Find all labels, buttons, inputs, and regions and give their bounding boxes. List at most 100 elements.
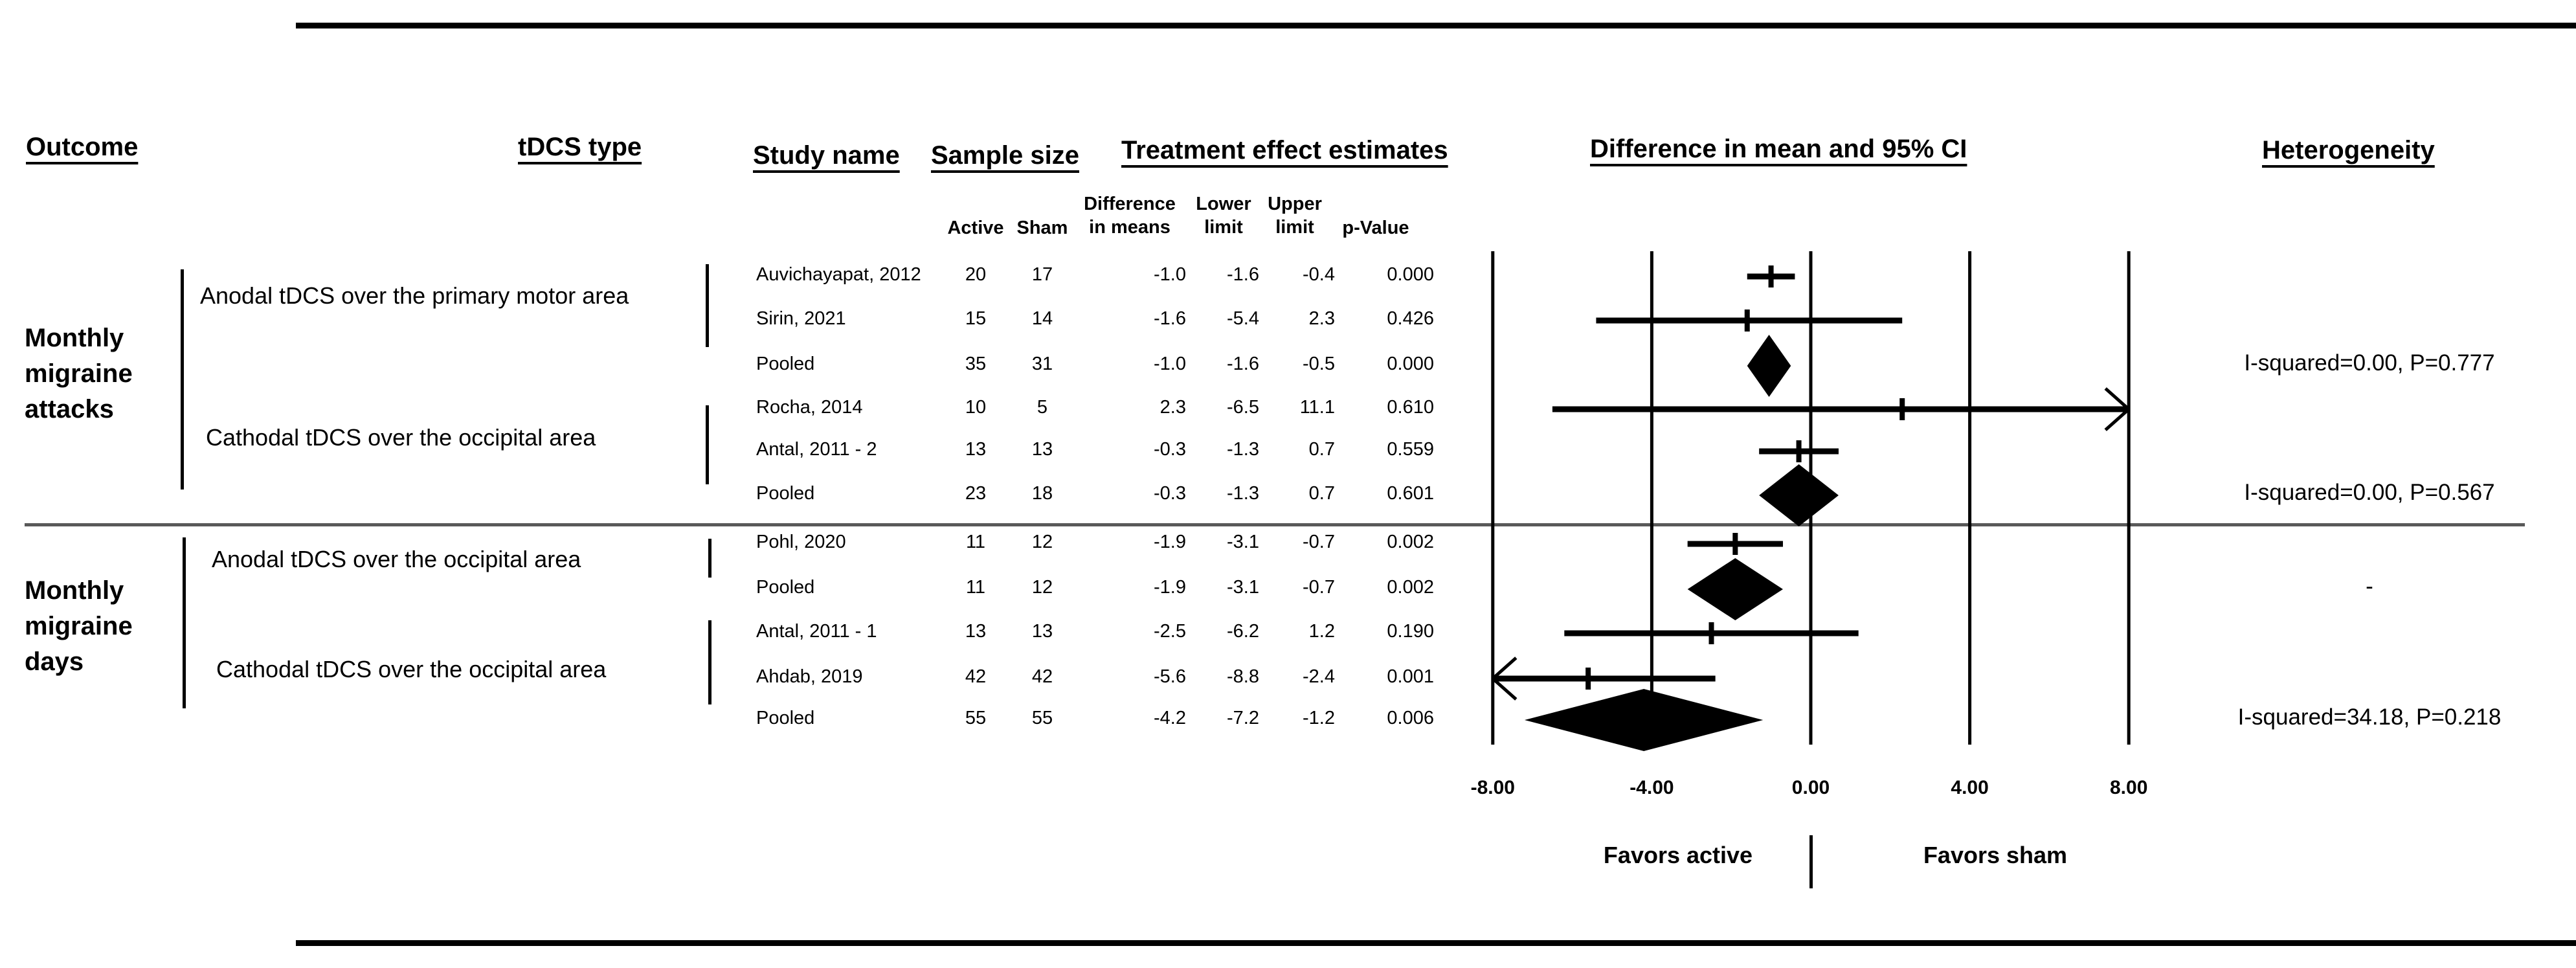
- table-cell-upper: -1.2: [1303, 708, 1335, 728]
- table-cell-lower: -8.8: [1227, 666, 1259, 687]
- group1-left-separator: [181, 269, 184, 490]
- table-cell-upper: 2.3: [1308, 308, 1335, 329]
- table-cell-sham: 12: [1031, 532, 1053, 552]
- table-cell-active: 10: [965, 397, 987, 418]
- forest-left-arrow-icon: [1492, 657, 1518, 680]
- subheader-pvalue: p-Value: [1342, 218, 1409, 238]
- table-cell-upper: 1.2: [1308, 621, 1335, 642]
- heterogeneity-note: I-squared=0.00, P=0.777: [2244, 350, 2495, 376]
- table-cell-lower: -3.1: [1227, 577, 1259, 598]
- table-cell-p: 0.601: [1387, 483, 1434, 504]
- tdcs-label-cathodal-occipital-2: Cathodal tDCS over the occipital area: [216, 656, 607, 682]
- table-cell-p: 0.002: [1387, 532, 1434, 552]
- table-cell-diff: 2.3: [1159, 397, 1186, 418]
- forest-mean-tick: [1708, 622, 1714, 644]
- outcome-days-line1: Monthly: [25, 576, 124, 605]
- table-cell-active: 20: [965, 264, 987, 285]
- table-cell-lower: -1.3: [1227, 439, 1259, 460]
- forest-plot: [1491, 251, 2131, 751]
- forest-pooled-diamond: [1524, 689, 1764, 751]
- table-cell-diff: -1.9: [1154, 577, 1186, 598]
- table-cell-study: Rocha, 2014: [756, 397, 863, 418]
- table-cell-sham: 12: [1031, 577, 1053, 598]
- outcome-attacks-line1: Monthly: [25, 324, 124, 352]
- table-cell-diff: -1.9: [1154, 532, 1186, 552]
- header-heterogeneity: Heterogeneity: [2262, 136, 2435, 164]
- axis-tick-label: 8.00: [2109, 777, 2148, 798]
- subheader-lower-line2: limit: [1204, 217, 1243, 238]
- group2-right-separator-b: [708, 620, 711, 704]
- table-cell-diff: -1.0: [1154, 354, 1186, 374]
- table-cell-study: Antal, 2011 - 1: [756, 621, 877, 642]
- group1-right-separator-a: [706, 264, 709, 347]
- table-cell-study: Pooled: [756, 354, 815, 374]
- axis-tick-label: 0.00: [1791, 777, 1830, 798]
- table-cell-active: 11: [965, 532, 986, 552]
- table-cell-diff: -1.0: [1154, 264, 1186, 285]
- table-cell-lower: -6.2: [1227, 621, 1259, 642]
- forest-right-arrow-icon: [2104, 387, 2130, 411]
- table-cell-sham: 18: [1031, 483, 1053, 504]
- table-cell-lower: -1.6: [1227, 354, 1259, 374]
- subheader-upper-line1: Upper: [1268, 194, 1322, 214]
- table-cell-p: 0.559: [1387, 439, 1434, 460]
- axis-tick-label: -8.00: [1470, 777, 1515, 798]
- table-cell-active: 13: [965, 621, 987, 642]
- bottom-border-rule: [296, 940, 2576, 946]
- table-cell-study: Antal, 2011 - 2: [756, 439, 877, 460]
- outcome-divider-line: [25, 523, 2525, 526]
- table-cell-study: Pohl, 2020: [756, 532, 846, 552]
- table-cell-upper: -0.7: [1303, 532, 1335, 552]
- table-cell-upper: 0.7: [1308, 439, 1335, 460]
- subheader-difference-line1: Difference: [1084, 194, 1176, 214]
- table-cell-sham: 42: [1031, 666, 1053, 687]
- forest-pooled-diamond: [1747, 335, 1791, 397]
- table-cell-active: 15: [965, 308, 987, 329]
- table-cell-lower: -3.1: [1227, 532, 1259, 552]
- group1-right-separator-b: [706, 405, 709, 484]
- table-cell-sham: 31: [1031, 354, 1053, 374]
- table-cell-sham: 17: [1031, 264, 1053, 285]
- table-cell-diff: -5.6: [1154, 666, 1186, 687]
- forest-mean-tick: [1768, 265, 1774, 287]
- forest-mean-tick: [1899, 398, 1905, 420]
- table-cell-diff: -1.6: [1154, 308, 1186, 329]
- outcome-label-monthly-migraine-attacks: Monthly migraine attacks: [25, 321, 133, 427]
- forest-pooled-diamond: [1687, 558, 1784, 620]
- table-cell-active: 13: [965, 439, 987, 460]
- table-cell-lower: -1.6: [1227, 264, 1259, 285]
- subheader-sham: Sham: [1016, 218, 1068, 238]
- axis-tick-label: 4.00: [1951, 777, 1989, 798]
- outcome-attacks-line3: attacks: [25, 395, 114, 423]
- table-cell-upper: -0.5: [1303, 354, 1335, 374]
- table-cell-p: 0.610: [1387, 397, 1434, 418]
- header-tdcs-type: tDCS type: [518, 133, 642, 161]
- header-treatment-effect: Treatment effect estimates: [1121, 136, 1448, 164]
- table-cell-diff: -0.3: [1154, 439, 1186, 460]
- heterogeneity-note: I-squared=0.00, P=0.567: [2244, 480, 2495, 505]
- table-cell-sham: 13: [1031, 439, 1053, 460]
- outcome-days-line2: migraine: [25, 612, 133, 640]
- table-cell-study: Pooled: [756, 708, 815, 728]
- table-cell-p: 0.426: [1387, 308, 1434, 329]
- table-cell-study: Ahdab, 2019: [756, 666, 863, 687]
- table-cell-diff: -0.3: [1154, 483, 1186, 504]
- forest-mean-tick: [1796, 440, 1802, 462]
- table-cell-diff: -2.5: [1154, 621, 1186, 642]
- favors-active-label: Favors active: [1603, 842, 1753, 868]
- table-cell-upper: -0.7: [1303, 577, 1335, 598]
- tdcs-label-anodal-occipital: Anodal tDCS over the occipital area: [212, 546, 581, 572]
- table-cell-upper: -2.4: [1303, 666, 1335, 687]
- table-cell-p: 0.000: [1387, 354, 1434, 374]
- forest-pooled-diamond: [1759, 464, 1839, 526]
- heterogeneity-note: -: [2366, 574, 2373, 599]
- outcome-label-monthly-migraine-days: Monthly migraine days: [25, 573, 133, 680]
- table-cell-p: 0.002: [1387, 577, 1434, 598]
- table-cell-lower: -1.3: [1227, 483, 1259, 504]
- header-sample-size: Sample size: [931, 141, 1080, 170]
- subheader-difference-in-means: Difference in means: [1071, 192, 1188, 239]
- header-study-name: Study name: [753, 141, 900, 170]
- header-outcome: Outcome: [26, 133, 139, 161]
- table-cell-active: 42: [965, 666, 987, 687]
- table-cell-sham: 13: [1031, 621, 1053, 642]
